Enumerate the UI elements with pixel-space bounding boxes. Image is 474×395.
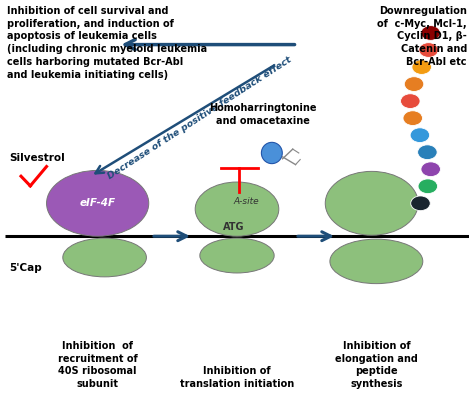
Ellipse shape	[261, 142, 283, 164]
Ellipse shape	[195, 182, 279, 236]
Text: ATG: ATG	[223, 222, 245, 231]
Ellipse shape	[200, 238, 274, 273]
Ellipse shape	[63, 238, 146, 277]
Text: Silvestrol: Silvestrol	[9, 152, 65, 163]
Ellipse shape	[410, 128, 429, 143]
Text: Downregulation
of  c-Myc, Mcl-1,
Cyclin D1, β-
Catenin and
Bcr-Abl etc: Downregulation of c-Myc, Mcl-1, Cyclin D…	[377, 6, 467, 67]
Ellipse shape	[325, 171, 418, 235]
Ellipse shape	[403, 111, 422, 126]
Ellipse shape	[421, 162, 440, 177]
Ellipse shape	[404, 77, 424, 91]
Text: Inhibition of cell survival and
proliferation, and induction of
apoptosis of leu: Inhibition of cell survival and prolifer…	[7, 6, 207, 80]
Text: Inhibition of
elongation and
peptide
synthesis: Inhibition of elongation and peptide syn…	[335, 341, 418, 389]
Text: 5'Cap: 5'Cap	[9, 263, 42, 273]
Ellipse shape	[421, 26, 440, 40]
Ellipse shape	[411, 196, 430, 211]
Text: Decrease of the positive feedback effect: Decrease of the positive feedback effect	[106, 55, 293, 181]
Ellipse shape	[401, 94, 420, 109]
Text: Inhibition of
translation initiation: Inhibition of translation initiation	[180, 366, 294, 389]
Ellipse shape	[418, 145, 437, 160]
Ellipse shape	[46, 170, 149, 236]
Text: A-site: A-site	[234, 197, 259, 206]
Text: Homoharringtonine
and omacetaxine: Homoharringtonine and omacetaxine	[209, 103, 316, 126]
Text: Inhibition  of
recruitment of
40S ribosomal
subunit: Inhibition of recruitment of 40S ribosom…	[58, 341, 137, 389]
Ellipse shape	[412, 60, 431, 74]
Text: eIF-4F: eIF-4F	[80, 198, 116, 208]
Ellipse shape	[330, 239, 423, 284]
Ellipse shape	[419, 43, 438, 57]
Ellipse shape	[418, 179, 438, 194]
